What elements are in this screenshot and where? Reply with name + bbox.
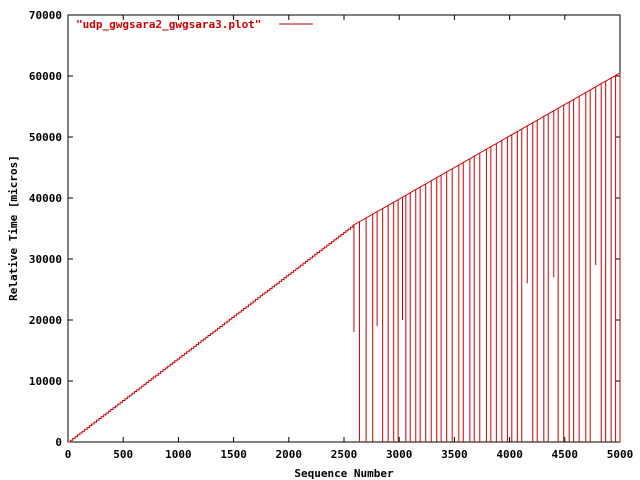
x-tick-label: 4500 [552, 448, 579, 461]
y-tick-label: 50000 [29, 131, 62, 144]
y-tick-label: 30000 [29, 253, 62, 266]
series-line [68, 225, 354, 443]
x-tick-label: 3500 [441, 448, 468, 461]
x-tick-label: 500 [113, 448, 133, 461]
y-tick-label: 40000 [29, 192, 62, 205]
x-tick-label: 1500 [220, 448, 247, 461]
x-tick-label: 2500 [331, 448, 358, 461]
x-tick-label: 5000 [607, 448, 634, 461]
x-tick-label: 1000 [165, 448, 192, 461]
legend-label: "udp_gwgsara2_gwgsara3.plot" [76, 18, 261, 31]
x-axis-ticks: 0 500 1000 1500 2000 2500 3000 3500 4000 4500 5000 [65, 15, 634, 461]
x-tick-label: 3000 [386, 448, 413, 461]
y-axis-label: Relative Time [micros] [7, 155, 20, 301]
y-tick-label: 20000 [29, 314, 62, 327]
x-tick-label: 4000 [496, 448, 523, 461]
y-tick-label: 70000 [29, 9, 62, 22]
series-layer [68, 72, 621, 443]
y-tick-label: 0 [55, 436, 62, 449]
x-axis-label: Sequence Number [294, 467, 394, 480]
y-axis-ticks: 0 10000 20000 30000 40000 50000 60000 70000 [29, 9, 620, 449]
legend: "udp_gwgsara2_gwgsara3.plot" [76, 18, 313, 31]
x-tick-label: 2000 [276, 448, 303, 461]
y-tick-label: 60000 [29, 70, 62, 83]
x-tick-label: 0 [65, 448, 72, 461]
y-tick-label: 10000 [29, 375, 62, 388]
